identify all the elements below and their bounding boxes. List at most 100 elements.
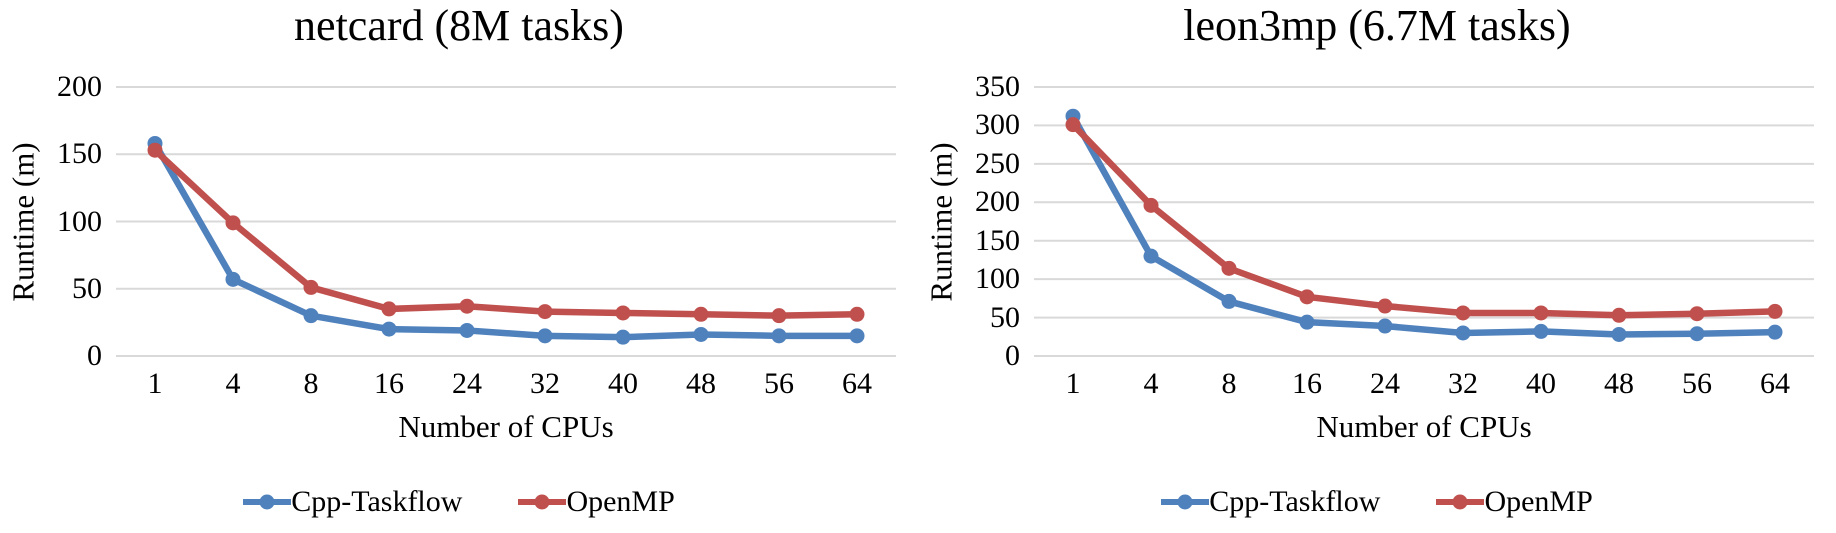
y-tick-label: 100 [975,262,1020,296]
legend-label: Cpp-Taskflow [291,485,463,518]
data-point-cpp-taskflow-56 [771,328,787,344]
x-axis-title: Number of CPUs [1316,409,1532,444]
data-point-cpp-taskflow-8 [1221,293,1237,309]
data-point-openmp-1 [147,142,163,158]
x-tick-label: 48 [1604,367,1634,400]
data-point-openmp-16 [1299,289,1315,305]
x-tick-label: 40 [608,367,638,400]
data-point-openmp-48 [1611,307,1627,323]
x-tick-label: 1 [147,367,163,400]
x-tick-label: 24 [1370,367,1400,400]
x-axis: 1 4 8 16 24 32 40 48 56 64 [116,369,896,401]
data-point-openmp-56 [771,308,787,324]
legend: Cpp-Taskflow OpenMP [918,484,1836,520]
data-point-openmp-56 [1689,306,1705,322]
legend-label: Cpp-Taskflow [1209,485,1381,518]
x-axis: 1 4 8 16 24 32 40 48 56 64 [1034,369,1814,401]
legend: Cpp-Taskflow OpenMP [0,484,918,520]
data-point-openmp-48 [693,306,709,322]
data-point-openmp-64 [1767,303,1783,319]
data-point-cpp-taskflow-32 [537,328,553,344]
data-point-cpp-taskflow-4 [1143,248,1159,264]
y-tick-label: 0 [87,339,102,372]
y-tick-label: 300 [975,108,1020,142]
legend-item-cpp-taskflow: Cpp-Taskflow [1161,487,1380,517]
series-line-openmp [152,147,858,319]
data-point-openmp-40 [615,305,631,321]
x-axis-title: Number of CPUs [398,409,614,444]
y-tick-label: 350 [975,70,1020,103]
data-point-cpp-taskflow-4 [225,271,241,287]
data-point-cpp-taskflow-64 [1767,324,1783,340]
x-tick-label: 24 [452,367,482,400]
x-tick-label: 8 [303,367,319,400]
data-point-openmp-4 [225,215,241,231]
chart-leon3mp: leon3mp (6.7M tasks) Runtime (m) 0 50 100 1… [918,0,1836,533]
x-tick-label: 32 [1448,367,1478,400]
legend-marker-icon [518,494,567,510]
y-axis: 0 50 100 150 200 [0,72,102,371]
data-point-openmp-8 [303,279,319,295]
x-tick-label: 8 [1221,367,1237,400]
legend-item-openmp: OpenMP [1436,485,1593,518]
data-point-cpp-taskflow-56 [1689,326,1705,342]
data-point-cpp-taskflow-8 [303,308,319,324]
data-point-openmp-24 [1377,298,1393,314]
data-point-cpp-taskflow-24 [459,322,475,338]
data-point-cpp-taskflow-16 [1299,314,1315,330]
series-line-cpp-taskflow [1070,114,1776,338]
plot-area [116,86,896,357]
x-tick-label: 48 [686,367,716,400]
y-tick-label: 150 [975,223,1020,257]
data-point-openmp-24 [459,298,475,314]
y-tick-label: 50 [72,271,102,305]
data-point-cpp-taskflow-24 [1377,318,1393,334]
legend-item-openmp: OpenMP [518,485,675,518]
data-point-cpp-taskflow-48 [1611,326,1627,342]
chart-netcard: netcard (8M tasks) Runtime (m) 0 50 100 150… [0,1,918,520]
x-tick-label: 64 [842,367,872,400]
data-point-cpp-taskflow-16 [381,321,397,337]
data-point-cpp-taskflow-32 [1455,325,1471,341]
legend-label: OpenMP [566,485,675,518]
plot-area [1034,86,1814,357]
legend-marker-icon [1436,494,1485,510]
y-tick-label: 200 [57,70,102,103]
x-tick-label: 4 [1143,367,1159,400]
data-point-cpp-taskflow-64 [849,328,865,344]
legend-label: OpenMP [1484,485,1593,518]
y-tick-label: 100 [57,204,102,238]
series-line-openmp [1070,122,1776,319]
data-point-openmp-64 [849,306,865,322]
legend-marker-icon [243,494,292,510]
x-tick-label: 4 [225,367,241,400]
series-line-cpp-taskflow [152,141,857,341]
y-tick-label: 50 [990,300,1020,334]
legend-marker-icon [1161,494,1210,510]
x-tick-label: 32 [530,367,560,400]
chart-title: netcard (8M tasks) [294,1,624,50]
y-axis: 0 50 100 150 200 250 300 350 [918,72,1020,371]
x-tick-label: 56 [764,367,794,400]
chart-title: leon3mp (6.7M tasks) [1183,1,1571,50]
data-point-openmp-32 [537,304,553,320]
x-tick-label: 64 [1760,367,1790,400]
data-point-openmp-16 [381,301,397,317]
y-tick-label: 200 [975,185,1020,219]
data-point-cpp-taskflow-48 [693,326,709,342]
data-point-openmp-32 [1455,305,1471,321]
data-point-openmp-1 [1065,117,1081,133]
x-tick-label: 16 [1292,367,1322,400]
data-point-openmp-40 [1533,305,1549,321]
data-point-openmp-4 [1143,197,1159,213]
x-tick-label: 16 [374,367,404,400]
x-tick-label: 56 [1682,367,1712,400]
legend-item-cpp-taskflow: Cpp-Taskflow [243,487,462,517]
data-point-cpp-taskflow-40 [1533,323,1549,339]
data-point-openmp-8 [1221,260,1237,276]
y-tick-label: 150 [57,137,102,171]
x-tick-label: 1 [1065,367,1081,400]
y-tick-label: 0 [1005,339,1020,372]
data-point-cpp-taskflow-40 [615,329,631,345]
